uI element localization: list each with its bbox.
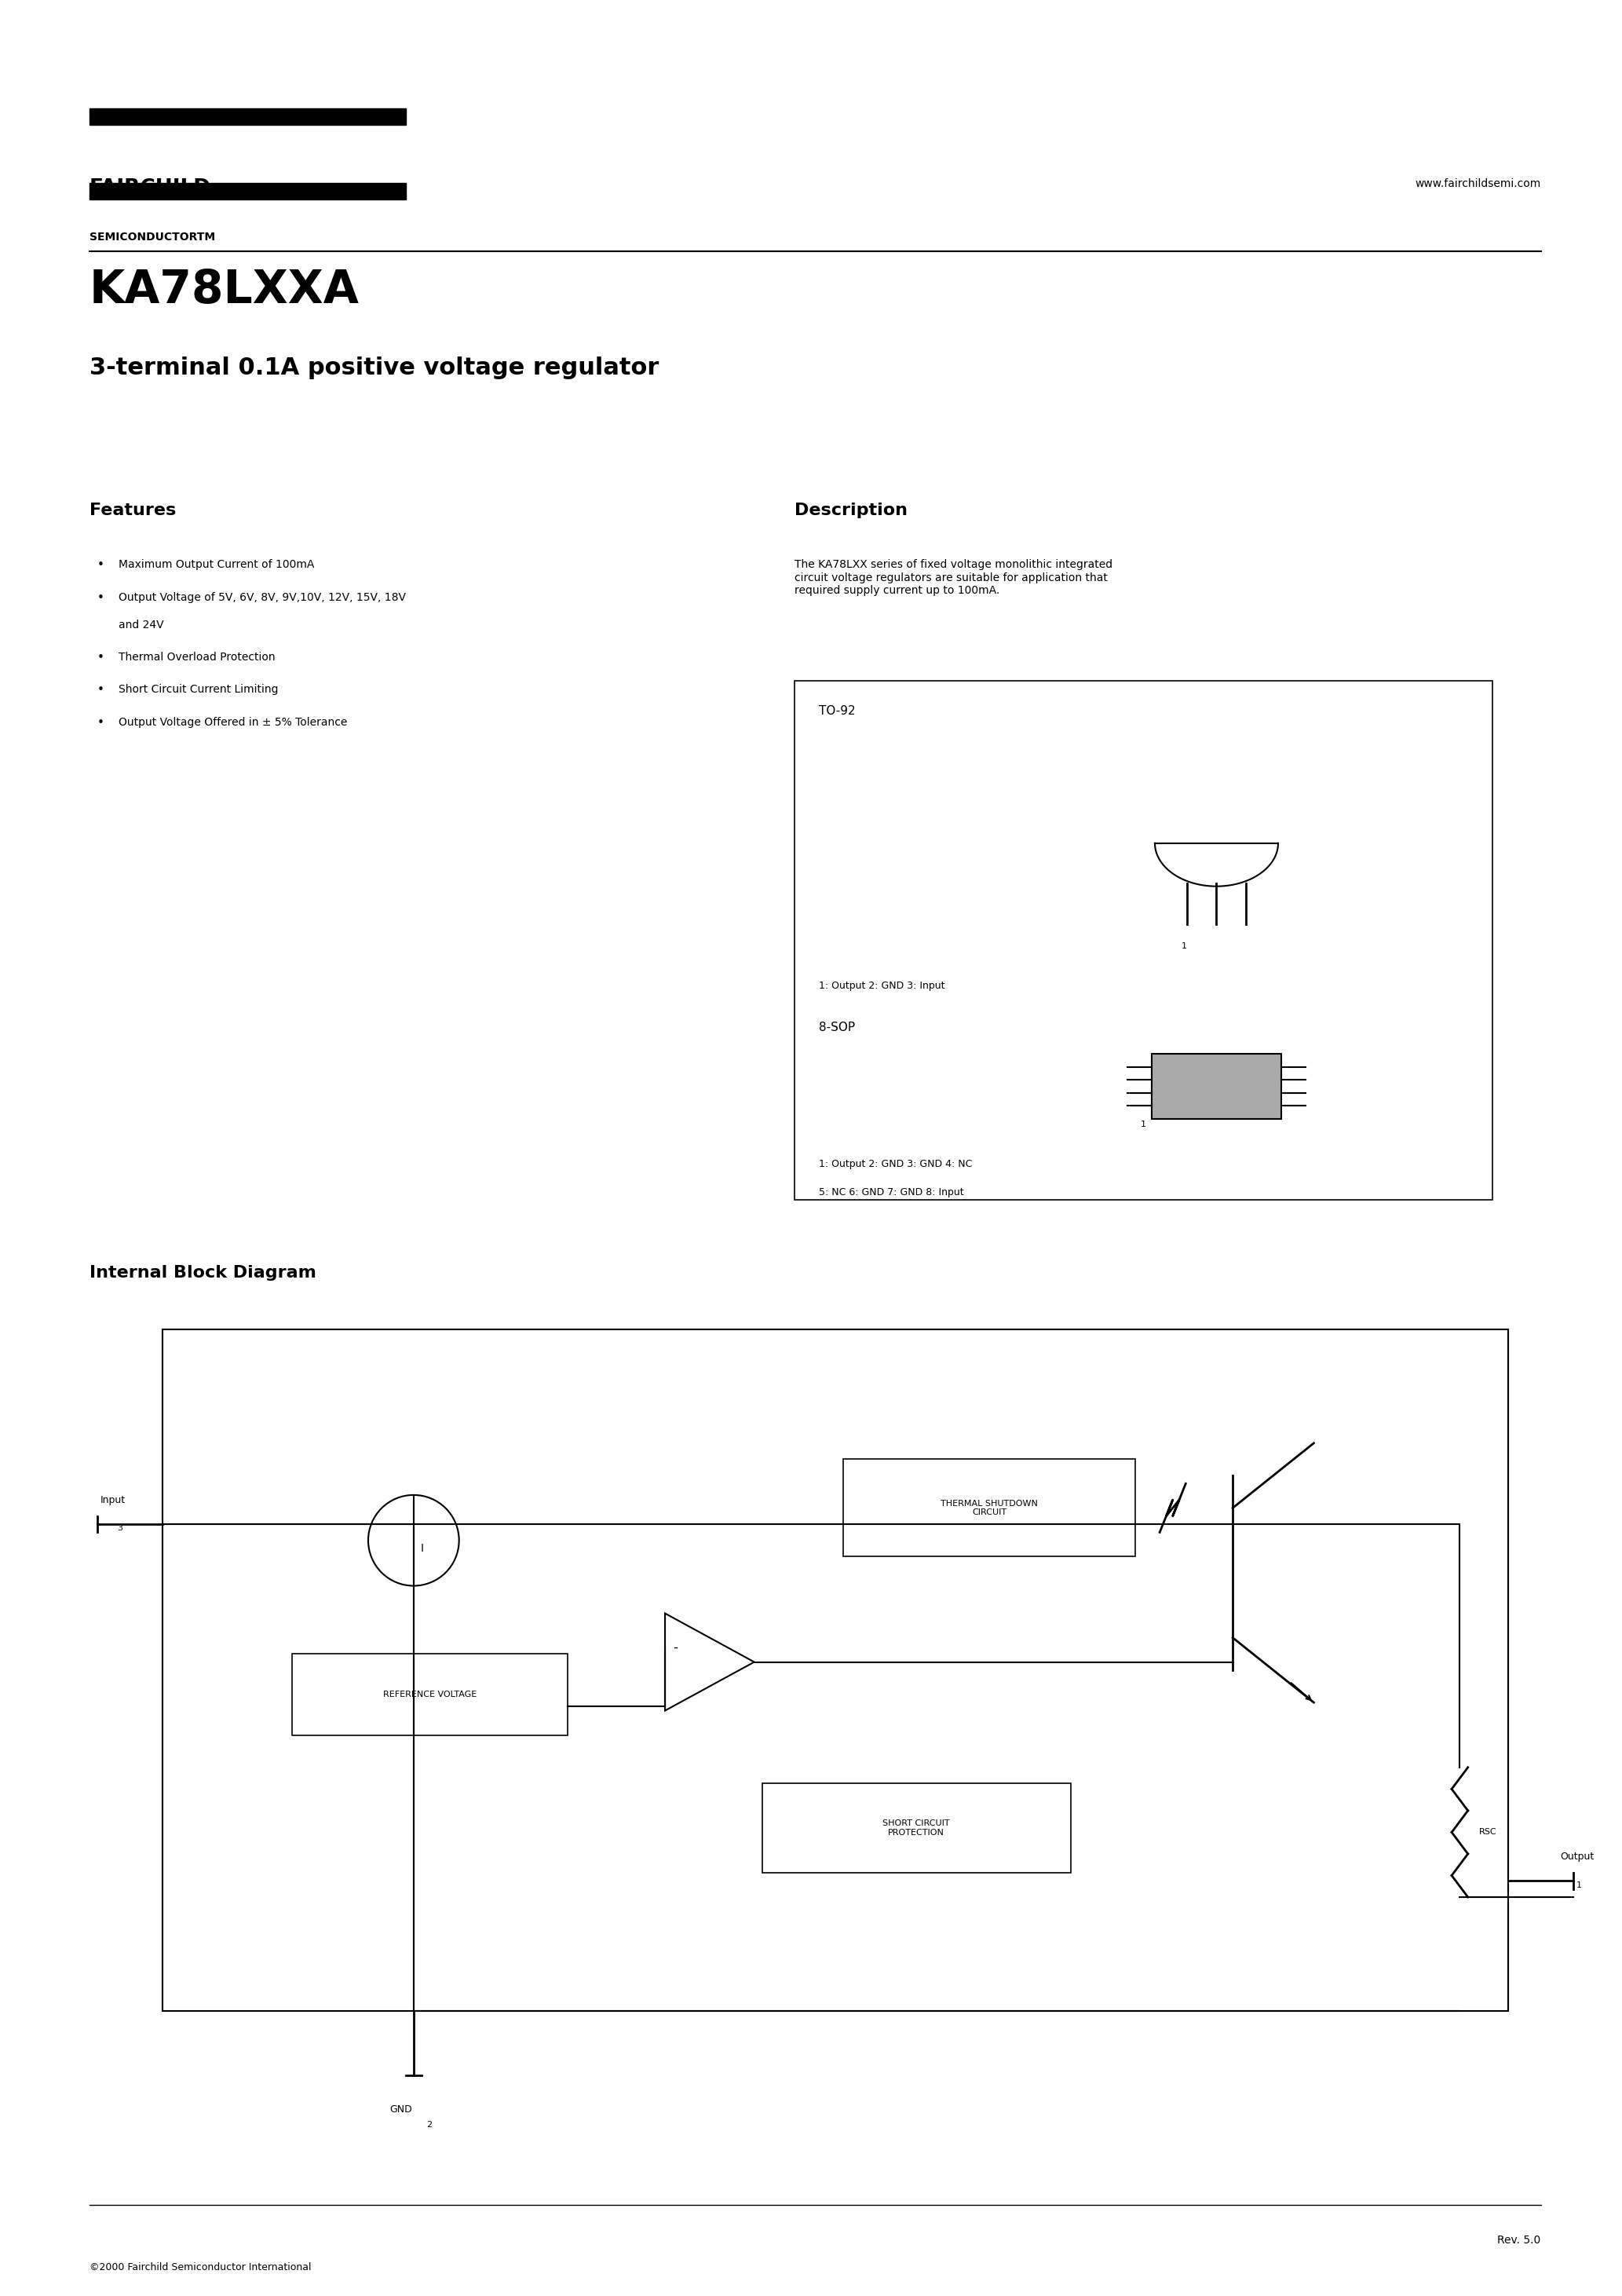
Bar	[89, 108, 406, 124]
Text: Output: Output	[1560, 1851, 1594, 1862]
Circle shape	[368, 1495, 459, 1587]
Text: 1: 1	[1140, 1120, 1147, 1130]
Text: Maximum Output Current of 100mA: Maximum Output Current of 100mA	[118, 560, 315, 569]
Text: Input: Input	[101, 1495, 127, 1506]
Text: Rev. 5.0: Rev. 5.0	[1497, 2234, 1541, 2245]
Text: Output Voltage Offered in ± 5% Tolerance: Output Voltage Offered in ± 5% Tolerance	[118, 716, 347, 728]
Bar	[1152, 1054, 1281, 1118]
Text: Output Voltage of 5V, 6V, 8V, 9V,10V, 12V, 15V, 18V: Output Voltage of 5V, 6V, 8V, 9V,10V, 12…	[118, 592, 406, 604]
Text: Features: Features	[89, 503, 175, 519]
Text: Short Circuit Current Limiting: Short Circuit Current Limiting	[118, 684, 277, 696]
Text: GND: GND	[389, 2105, 412, 2115]
Text: ©2000 Fairchild Semiconductor International: ©2000 Fairchild Semiconductor Internatio…	[89, 2262, 311, 2273]
Text: •: •	[97, 560, 104, 572]
Text: KA78LXXA: KA78LXXA	[89, 269, 358, 312]
Text: •: •	[97, 592, 104, 604]
Bar	[843, 1460, 1135, 1557]
Text: 1: 1	[1577, 1880, 1581, 1890]
Text: REFERENCE VOLTAGE: REFERENCE VOLTAGE	[383, 1690, 477, 1699]
Text: 3: 3	[117, 1525, 122, 1531]
Text: 1: Output 2: GND 3: Input: 1: Output 2: GND 3: Input	[819, 980, 946, 992]
Text: •: •	[97, 684, 104, 696]
Text: and 24V: and 24V	[118, 620, 164, 631]
Text: The KA78LXX series of fixed voltage monolithic integrated
circuit voltage regula: The KA78LXX series of fixed voltage mono…	[795, 560, 1113, 597]
Text: 1: Output 2: GND 3: GND 4: NC: 1: Output 2: GND 3: GND 4: NC	[819, 1159, 973, 1169]
Text: 2: 2	[427, 2122, 431, 2128]
Text: Thermal Overload Protection: Thermal Overload Protection	[118, 652, 276, 664]
Text: I: I	[420, 1543, 423, 1554]
Text: 5: NC 6: GND 7: GND 8: Input: 5: NC 6: GND 7: GND 8: Input	[819, 1187, 963, 1196]
Bar	[292, 1653, 568, 1736]
Text: 3-terminal 0.1A positive voltage regulator: 3-terminal 0.1A positive voltage regulat…	[89, 356, 659, 379]
Bar	[162, 1329, 1508, 2011]
Text: THERMAL SHUTDOWN
CIRCUIT: THERMAL SHUTDOWN CIRCUIT	[941, 1499, 1038, 1515]
Text: 1: 1	[1181, 941, 1187, 951]
Text: www.fairchildsemi.com: www.fairchildsemi.com	[1414, 179, 1541, 188]
Text: RSC: RSC	[1479, 1828, 1497, 1837]
Polygon shape	[665, 1614, 754, 1711]
Text: SEMICONDUCTORTM: SEMICONDUCTORTM	[89, 232, 216, 243]
Text: 8-SOP: 8-SOP	[819, 1022, 855, 1033]
Text: TO-92: TO-92	[819, 705, 856, 716]
Text: •: •	[97, 652, 104, 664]
Bar	[795, 682, 1492, 1201]
Bar	[762, 1784, 1071, 1874]
Text: SHORT CIRCUIT
PROTECTION: SHORT CIRCUIT PROTECTION	[882, 1821, 950, 1837]
Text: Internal Block Diagram: Internal Block Diagram	[89, 1265, 316, 1281]
Text: -: -	[673, 1639, 678, 1655]
Text: FAIRCHILD: FAIRCHILD	[89, 179, 211, 200]
Text: Description: Description	[795, 503, 908, 519]
Bar	[89, 184, 406, 200]
Text: •: •	[97, 716, 104, 728]
